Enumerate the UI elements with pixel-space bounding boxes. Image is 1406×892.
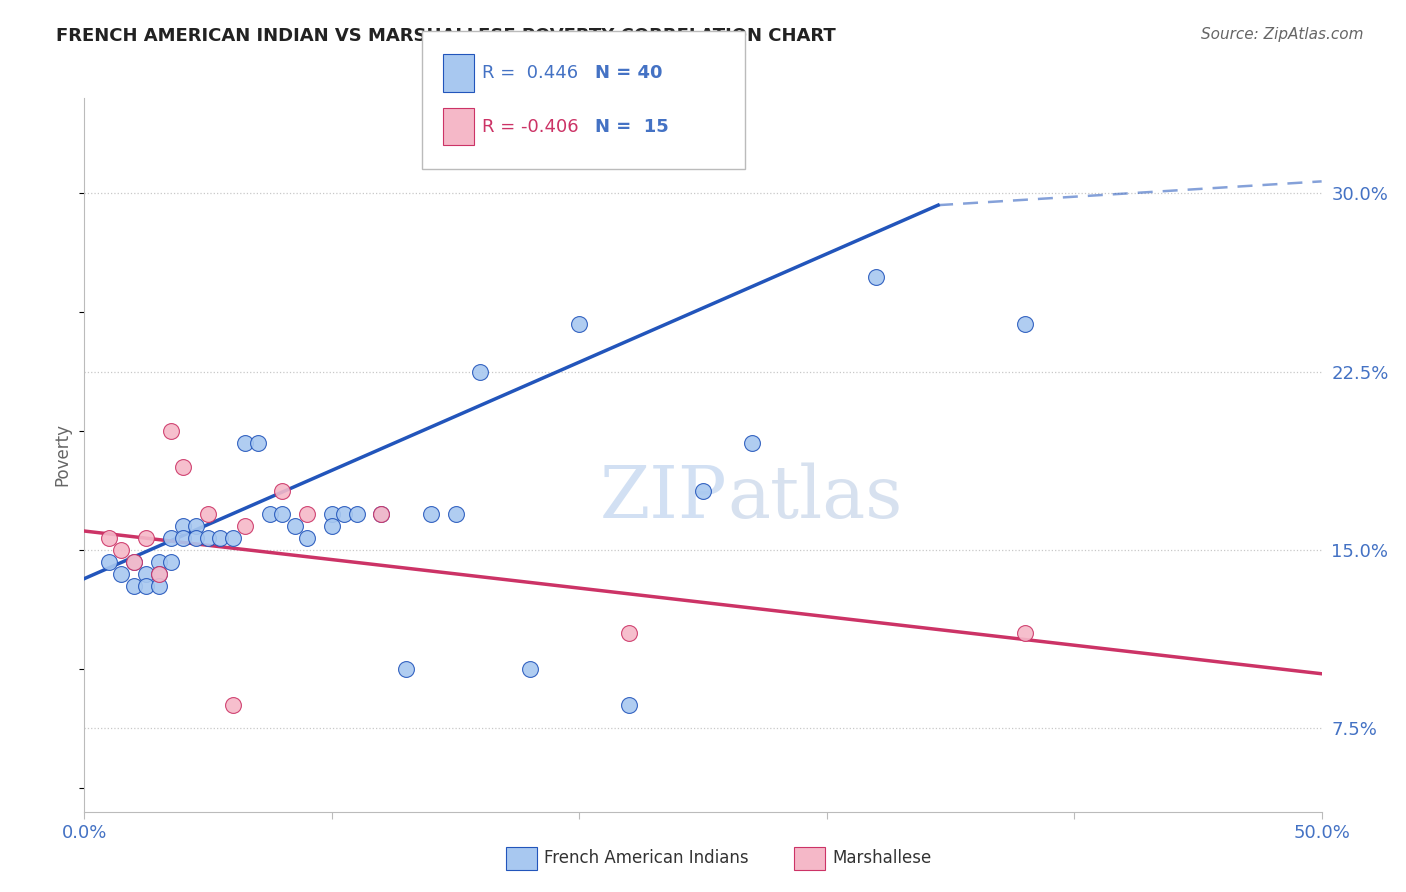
Point [370,508,392,522]
Point [233,436,256,450]
Point [135,566,157,581]
Point [98,531,121,545]
Point [395,662,418,676]
Point [222,531,245,545]
Point [692,483,714,498]
Point [222,698,245,712]
Point [197,508,219,522]
Point [160,424,183,438]
Point [148,566,170,581]
Point [321,508,343,522]
Point [1014,317,1036,331]
Point [135,579,157,593]
Point [246,436,269,450]
Point [98,555,121,569]
Point [160,531,183,545]
Text: Marshallese: Marshallese [832,849,932,867]
Point [233,519,256,533]
Point [295,531,318,545]
Point [568,317,591,331]
Text: FRENCH AMERICAN INDIAN VS MARSHALLESE POVERTY CORRELATION CHART: FRENCH AMERICAN INDIAN VS MARSHALLESE PO… [56,27,837,45]
Point [519,662,541,676]
Point [865,269,887,284]
Point [110,543,132,558]
Point [184,531,207,545]
Text: Source: ZipAtlas.com: Source: ZipAtlas.com [1201,27,1364,42]
Point [172,531,194,545]
Point [135,531,157,545]
Y-axis label: Poverty: Poverty [53,424,72,486]
Point [172,519,194,533]
Text: French American Indians: French American Indians [544,849,749,867]
Point [617,698,640,712]
Point [271,508,294,522]
Point [110,566,132,581]
Point [122,555,145,569]
Point [160,555,183,569]
Point [617,626,640,640]
Text: ZIP: ZIP [600,462,728,533]
Point [321,519,343,533]
Point [346,508,368,522]
Point [333,508,356,522]
Point [1014,626,1036,640]
Point [271,483,294,498]
Text: N = 40: N = 40 [595,64,662,82]
Point [122,555,145,569]
Point [197,531,219,545]
Point [370,508,392,522]
Text: R =  0.446: R = 0.446 [482,64,578,82]
Point [172,459,194,474]
Point [259,508,281,522]
Point [741,436,763,450]
Point [209,531,232,545]
Text: atlas: atlas [728,462,903,533]
Point [284,519,307,533]
Text: R = -0.406: R = -0.406 [482,118,579,136]
Point [444,508,467,522]
Point [470,365,492,379]
Point [184,519,207,533]
Point [148,579,170,593]
Text: N =  15: N = 15 [595,118,668,136]
Point [148,555,170,569]
Point [122,579,145,593]
Point [295,508,318,522]
Point [148,566,170,581]
Point [419,508,441,522]
